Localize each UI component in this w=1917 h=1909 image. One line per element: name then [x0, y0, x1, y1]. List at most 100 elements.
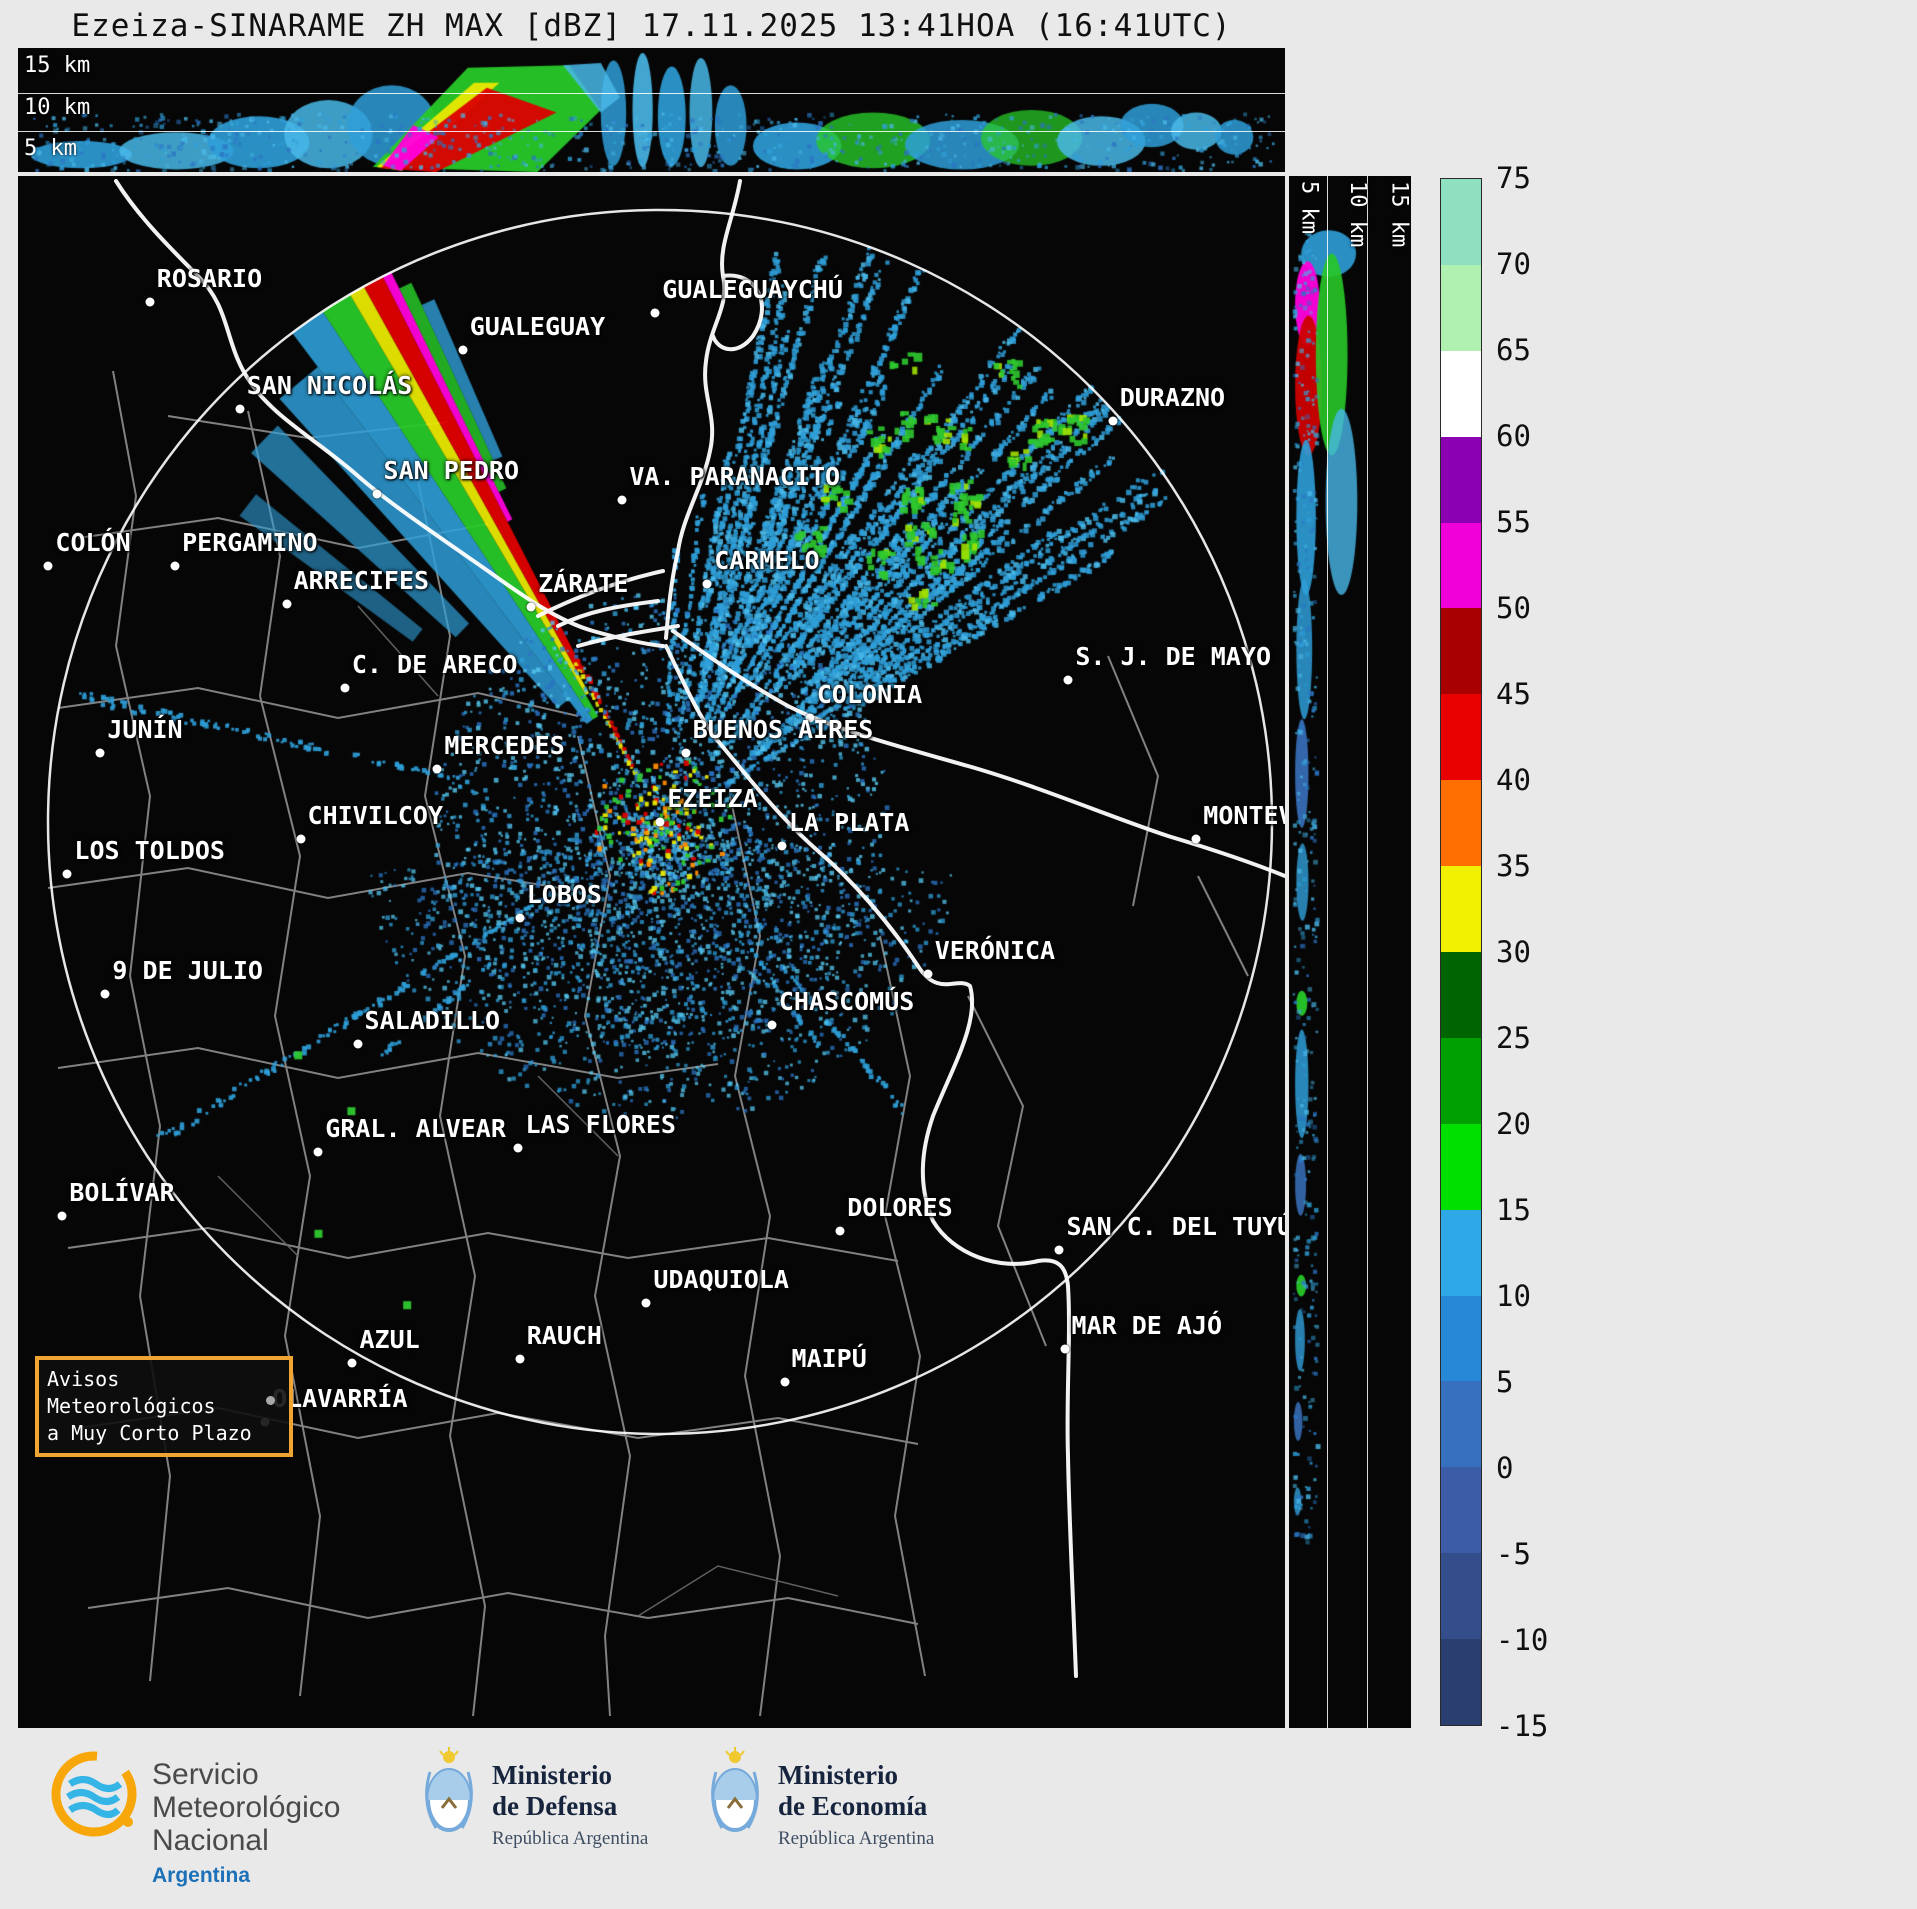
city-dot	[458, 345, 468, 355]
city-dot	[1063, 675, 1073, 685]
colorbar-segment	[1441, 780, 1481, 867]
height-label: 10 km	[24, 95, 91, 121]
colorbar-segment	[1441, 694, 1481, 781]
height-label: 5 km	[1296, 181, 1322, 234]
colorbar-segment	[1441, 1209, 1481, 1296]
city-dot	[650, 308, 660, 318]
colorbar-tick-label: -10	[1496, 1623, 1549, 1657]
city-label: CHASCOMÚS	[778, 986, 915, 1016]
colorbar-tick-label: 60	[1496, 418, 1531, 453]
colorbar-tick-label: 75	[1496, 161, 1531, 195]
cross-section-right-panel: 5 km 10 km 15 km	[1289, 176, 1411, 1728]
city-label: S. J. DE MAYO	[1075, 642, 1271, 672]
city-dot	[170, 561, 180, 571]
city-dot	[432, 764, 442, 774]
colorbar-segment	[1441, 608, 1481, 695]
city-label: MAIPÚ	[791, 1343, 867, 1373]
colorbar-tick-label: 45	[1496, 676, 1531, 711]
colorbar-tick-label: 30	[1496, 935, 1531, 969]
city-label: GUALEGUAYCHÚ	[662, 274, 843, 304]
colorbar-segment	[1441, 264, 1481, 351]
city-label: RAUCH	[526, 1320, 602, 1350]
city-label: JUNÍN	[107, 715, 183, 745]
colorbar-segment	[1441, 1553, 1481, 1640]
city-label: COLÓN	[55, 527, 131, 557]
ministry-line: Ministerio	[778, 1760, 898, 1790]
dbz-colorbar-ticks: 75 70 65 60 55 50 45 40 35 30 25 20 15 10 5 0 -5 -10 -15	[1496, 161, 1586, 1743]
smn-line: Servicio	[152, 1758, 259, 1791]
city-label: DOLORES	[847, 1193, 953, 1223]
footer: Servicio Meteorológico Nacional Argentin…	[0, 1740, 1917, 1909]
height-label: 15 km	[1386, 181, 1411, 248]
dbz-colorbar	[1440, 178, 1482, 1726]
city-label: SAN PEDRO	[383, 456, 520, 486]
city-label: UDAQUIOLA	[653, 1264, 789, 1294]
cross-section-top-panel: 15 km 10 km 5 km	[18, 48, 1285, 172]
city-label: VERÓNICA	[934, 935, 1056, 965]
colorbar-tick-label: 35	[1496, 849, 1531, 883]
city-dot	[1060, 1344, 1070, 1354]
smn-wordmark: Servicio Meteorológico Nacional Argentin…	[152, 1758, 340, 1892]
city-dot	[353, 1039, 363, 1049]
colorbar-segment	[1441, 436, 1481, 523]
smn-country: Argentina	[152, 1864, 251, 1887]
city-label: MAR DE AJÓ	[1071, 1311, 1223, 1341]
alert-line-1: Avisos Meteorológicos	[47, 1367, 216, 1418]
city-label: ARRECIFES	[293, 566, 430, 596]
city-dot	[617, 495, 627, 505]
city-dot	[515, 913, 525, 923]
city-dot	[282, 599, 292, 609]
colorbar-tick-label: 20	[1496, 1107, 1531, 1141]
city-dot	[777, 841, 787, 851]
alert-line-2: a Muy Corto Plazo	[47, 1421, 252, 1445]
colorbar-tick-label: 10	[1496, 1279, 1531, 1313]
city-dot	[655, 817, 665, 827]
colorbar-segment	[1441, 1381, 1481, 1468]
city-dot	[100, 989, 110, 999]
city-dot	[780, 1377, 790, 1387]
city-dot	[805, 713, 815, 723]
city-dot	[296, 834, 306, 844]
height-label: 10 km	[1345, 181, 1371, 248]
colorbar-tick-label: 50	[1496, 591, 1531, 625]
range-ring	[46, 208, 1274, 1436]
city-dot	[641, 1298, 651, 1308]
height-gridline	[18, 131, 1285, 133]
radar-map-panel: ROSARIO GUALEGUAYCHÚ GUALEGUAY SAN NICOLÁS D…	[18, 176, 1285, 1728]
city-dot	[340, 683, 350, 693]
ministry-line: de Economía	[778, 1791, 928, 1821]
city-label: SALADILLO	[364, 1005, 501, 1035]
colorbar-segment	[1441, 952, 1481, 1038]
colorbar-segment	[1441, 179, 1481, 265]
city-label: C. DE ARECO	[351, 650, 518, 680]
city-label: ROSARIO	[156, 263, 263, 293]
cross-section-right-echoes	[1289, 176, 1411, 1728]
city-dot	[62, 869, 72, 879]
alert-box: Avisos Meteorológicos a Muy Corto Plazo	[35, 1356, 293, 1457]
city-label: ZÁRATE	[538, 569, 629, 599]
city-dot	[1054, 1245, 1064, 1255]
city-label: GRAL. ALVEAR	[325, 1114, 506, 1144]
height-gridline	[1367, 176, 1369, 1728]
rivers-and-range-ring-layer	[46, 179, 1285, 1678]
city-label: LAS FLORES	[525, 1109, 676, 1139]
colorbar-tick-label: -5	[1496, 1537, 1531, 1571]
colorbar-tick-label: 25	[1496, 1021, 1531, 1055]
height-label: 15 km	[24, 52, 91, 78]
ministry-defensa: Ministerio de Defensa República Argentin…	[492, 1760, 648, 1850]
city-label: GUALEGUAY	[469, 311, 606, 341]
smn-line: Meteorológico	[152, 1791, 341, 1824]
city-label: BOLÍVAR	[69, 1177, 175, 1207]
city-label: AZUL	[359, 1325, 420, 1355]
ministry-economia: Ministerio de Economía República Argenti…	[778, 1760, 934, 1850]
city-dot	[1108, 416, 1118, 426]
colorbar-segment	[1441, 866, 1481, 953]
city-dot	[57, 1211, 67, 1221]
colorbar-tick-label: -15	[1496, 1709, 1549, 1743]
city-dot	[923, 969, 933, 979]
city-dot	[702, 579, 712, 589]
ministry-sub: República Argentina	[492, 1828, 649, 1849]
colorbar-tick-label: 55	[1496, 505, 1531, 539]
city-label: LOBOS	[526, 879, 602, 909]
